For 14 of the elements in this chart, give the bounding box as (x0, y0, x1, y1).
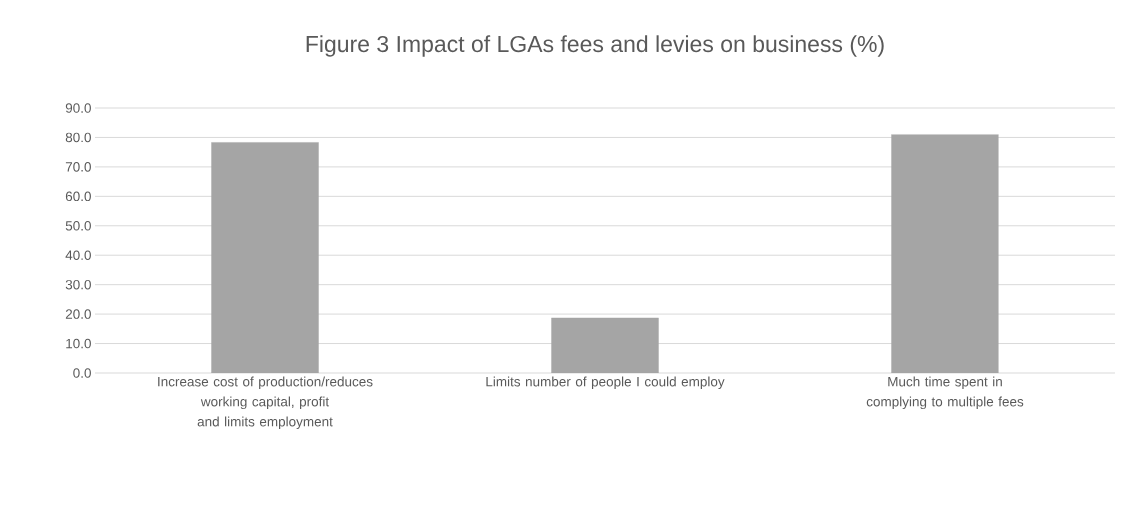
y-tick-label: 0.0 (73, 368, 91, 378)
y-tick-label: 70.0 (65, 162, 91, 172)
y-tick-label: 30.0 (65, 279, 91, 290)
y-tick-label: 10.0 (66, 338, 91, 349)
y-tick-label: 60.0 (65, 191, 91, 202)
x-tick-label: Limits number of people I could employ (486, 376, 725, 390)
x-tick-label: Increase cost of production/reduces working capital, profit and limits employment (158, 376, 373, 430)
y-tick-label: 80.0 (65, 132, 91, 143)
x-tick-label: Much time spent in complying to multiple fees (866, 376, 1024, 410)
y-tick-label: 50.0 (65, 220, 91, 231)
y-tick-label: 40.0 (65, 250, 91, 260)
y-tick-label: 20.0 (65, 309, 91, 319)
chart-title: Figure 3 Impact of LGAs fees and levies on business (%) (306, 35, 884, 57)
y-tick-label: 90.0 (65, 103, 91, 113)
